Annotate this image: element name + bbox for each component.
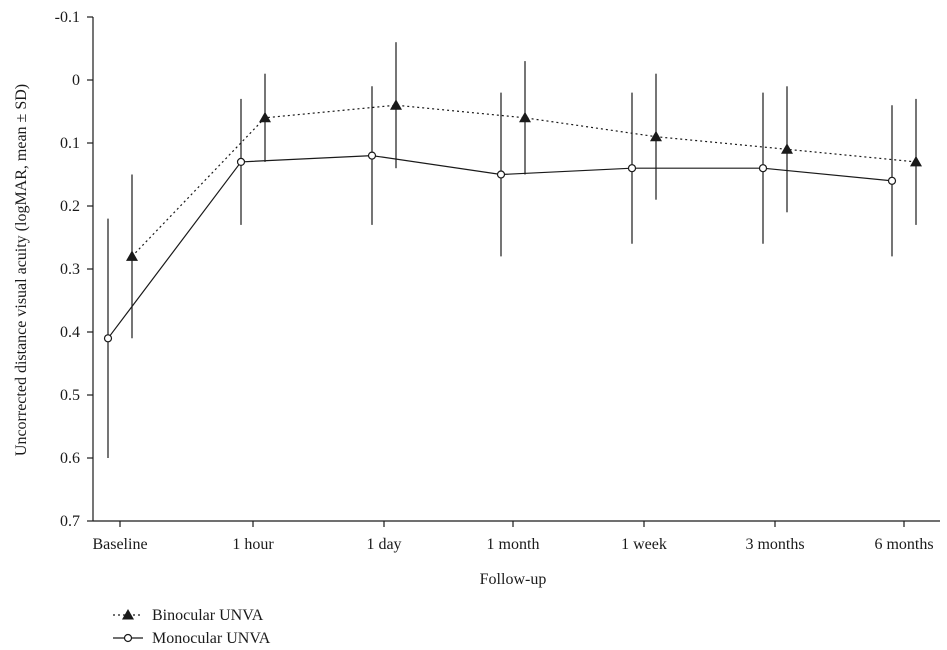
x-tick-label: 1 week — [621, 536, 667, 553]
data-point-circle — [887, 176, 897, 185]
data-point-circle — [627, 164, 637, 173]
y-tick-label: 0.6 — [60, 450, 80, 467]
data-point-triangle — [259, 111, 271, 123]
axes — [92, 17, 940, 522]
data-point-triangle — [910, 155, 922, 167]
series-line — [131, 104, 917, 257]
y-tick-label: -0.1 — [55, 9, 80, 26]
data-point-circle — [496, 170, 506, 179]
y-tick-label: 0.4 — [60, 324, 80, 341]
x-axis-label: Follow-up — [480, 571, 547, 588]
x-tick-label: 1 month — [487, 536, 540, 553]
error-bars — [107, 42, 917, 458]
data-point-circle — [103, 334, 113, 343]
legend: Binocular UNVA Monocular UNVA — [113, 607, 271, 647]
x-tick-label: 1 hour — [232, 536, 274, 553]
y-axis-label: Uncorrected distance visual acuity (logM… — [13, 84, 30, 456]
legend-marker-circle — [123, 633, 133, 643]
x-tick-label: Baseline — [92, 536, 147, 553]
y-tick-label: 0.5 — [60, 387, 80, 404]
series-markers — [103, 99, 922, 343]
y-tick-label: 0.3 — [60, 261, 80, 278]
y-ticks: -0.1 0 0.1 0.2 0.3 0.4 0.5 0.6 0.7 — [55, 9, 93, 530]
data-point-triangle — [519, 111, 531, 123]
y-tick-label: 0 — [72, 72, 80, 89]
data-point-triangle — [390, 99, 402, 110]
series-line — [107, 154, 893, 339]
x-tick-label: 6 months — [874, 536, 933, 553]
y-tick-label: 0.7 — [60, 513, 80, 530]
x-tick-label: 1 day — [366, 536, 401, 553]
data-point-triangle — [781, 143, 793, 154]
y-tick-label: 0.1 — [60, 135, 80, 152]
legend-marker-triangle — [122, 609, 134, 620]
x-ticks: Baseline 1 hour 1 day 1 month 1 week 3 months… — [92, 521, 934, 553]
data-point-triangle — [126, 250, 138, 261]
legend-entry-label: Monocular UNVA — [152, 630, 271, 647]
data-point-circle — [758, 164, 768, 173]
legend-entry-label: Binocular UNVA — [152, 607, 264, 624]
data-point-circle — [367, 151, 377, 160]
y-tick-label: 0.2 — [60, 198, 80, 215]
x-tick-label: 3 months — [745, 536, 804, 553]
data-point-triangle — [650, 130, 662, 142]
series-lines — [107, 104, 917, 339]
data-point-circle — [236, 157, 246, 166]
